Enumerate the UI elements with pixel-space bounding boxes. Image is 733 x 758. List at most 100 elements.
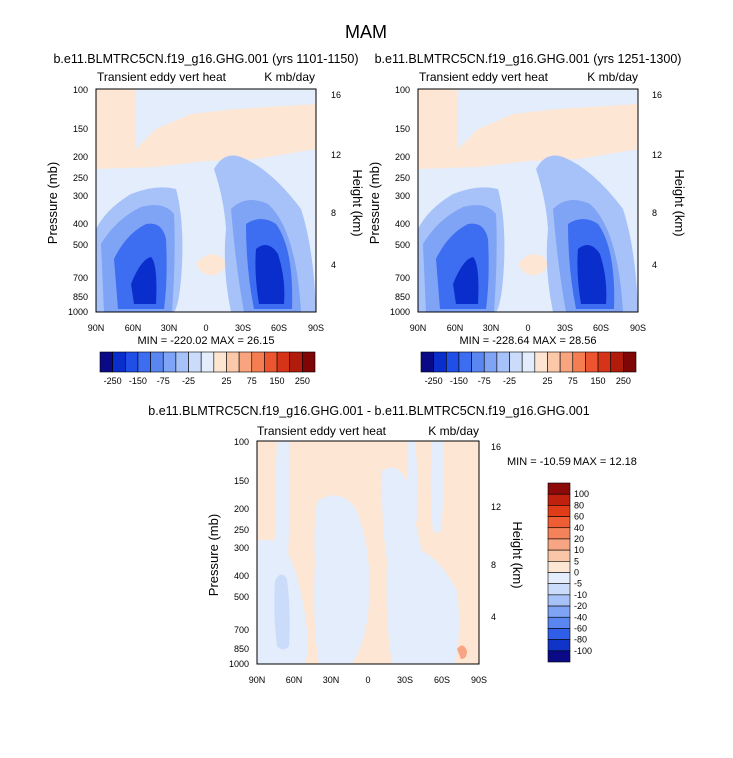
panel-3-stats-max: MAX = 12.18	[573, 456, 637, 468]
colorbar-box	[547, 493, 571, 506]
colorbar-label: -75	[478, 376, 491, 386]
y-tick-label: 700	[73, 273, 88, 283]
colorbar-label: -25	[503, 376, 516, 386]
colorbar-label: 25	[221, 376, 231, 386]
x-tick-label: 90N	[410, 323, 427, 333]
y-tick-label: 850	[73, 292, 88, 302]
x-tick-label: 30S	[557, 323, 573, 333]
colorbar-box	[547, 594, 571, 607]
colorbar-box	[547, 605, 571, 618]
colorbar-box	[226, 351, 240, 373]
colorbar-box	[124, 351, 139, 373]
panel-2-y-ticks-right: 16 12 8 4	[652, 90, 662, 270]
x-tick-label: 90N	[249, 675, 266, 685]
x-tick-label: 90S	[308, 323, 324, 333]
x-tick-label: 60N	[125, 323, 142, 333]
panel-1-plot-area	[96, 89, 316, 312]
panel-3-right-label: K mb/day	[428, 424, 479, 438]
y-tick-right-label: 8	[652, 208, 657, 218]
x-tick-label: 0	[525, 323, 530, 333]
colorbar-box	[547, 538, 571, 551]
panel-2: b.e11.BLMTRC5CN.f19_g16.GHG.001 (yrs 125…	[367, 52, 687, 347]
colorbar-box	[200, 351, 215, 373]
x-tick-label: 60S	[593, 323, 609, 333]
x-tick-label: 0	[365, 675, 370, 685]
y-tick-label: 100	[395, 85, 410, 95]
panel-3-cool-strip-2	[407, 441, 418, 521]
x-tick-label: 30N	[161, 323, 178, 333]
panel-2-stats: MIN = -228.64 MAX = 28.56	[460, 335, 597, 347]
panel-3-ylabel: Pressure (mb)	[206, 514, 221, 596]
y-tick-label: 850	[395, 292, 410, 302]
colorbar-box	[188, 351, 202, 373]
colorbar-box	[534, 351, 548, 373]
y-tick-label: 1000	[68, 307, 88, 317]
y-tick-label: 300	[73, 191, 88, 201]
figure-title: MAM	[345, 22, 387, 42]
colorbar-box	[238, 351, 253, 373]
colorbar-label: -150	[450, 376, 468, 386]
panel-2-sh-jet-core	[577, 245, 607, 304]
panel-1-y-ticks: 100 150 200 250 300 400 500 700 850 1000	[68, 85, 88, 317]
panel-3-title: b.e11.BLMTRC5CN.f19_g16.GHG.001 - b.e11.…	[148, 404, 589, 418]
colorbar-box	[547, 549, 571, 562]
panel-1-title: b.e11.BLMTRC5CN.f19_g16.GHG.001 (yrs 110…	[53, 52, 358, 66]
y-tick-right-label: 8	[331, 208, 336, 218]
panel-2-nh-jet-core	[453, 257, 479, 304]
colorbar-label: 0	[574, 568, 579, 578]
y-tick-right-label: 16	[491, 442, 501, 452]
y-tick-right-label: 4	[331, 260, 336, 270]
panel-3-x-ticks: 90N 60N 30N 0 30S 60S 90S	[249, 675, 487, 685]
panel-3: b.e11.BLMTRC5CN.f19_g16.GHG.001 - b.e11.…	[148, 404, 637, 685]
y-tick-label: 150	[73, 124, 88, 134]
colorbar-label: 20	[574, 534, 584, 544]
colorbar-label: 250	[295, 376, 310, 386]
colorbar-box	[547, 639, 571, 652]
colorbar-label: 25	[542, 376, 552, 386]
y-tick-label: 1000	[229, 659, 249, 669]
colorbar-box	[597, 351, 612, 373]
y-tick-label: 400	[73, 219, 88, 229]
x-tick-label: 30S	[397, 675, 413, 685]
colorbar-box	[547, 650, 571, 663]
y-tick-label: 700	[395, 273, 410, 283]
panel-3-ylabel-right: Height (km)	[510, 521, 525, 588]
y-tick-label: 400	[395, 219, 410, 229]
panel-3-y-ticks: 100 150 200 250 300 400 500 700 850 1000	[229, 437, 249, 669]
panel-1-frame	[95, 88, 317, 313]
x-tick-label: 60S	[434, 675, 450, 685]
y-tick-label: 100	[234, 437, 249, 447]
x-tick-label: 60N	[447, 323, 464, 333]
panel-3-left-label: Transient eddy vert heat	[257, 424, 387, 438]
y-tick-right-label: 4	[491, 612, 496, 622]
panel-3-cool-region-center	[314, 495, 370, 664]
y-tick-label: 200	[73, 152, 88, 162]
colorbar-box	[289, 351, 303, 373]
y-tick-label: 500	[395, 240, 410, 250]
colorbar-box	[150, 351, 164, 373]
colorbar-label: -60	[574, 623, 587, 633]
panel-3-cool-core	[274, 574, 290, 650]
y-tick-right-label: 12	[491, 502, 501, 512]
x-tick-label: 90S	[471, 675, 487, 685]
y-tick-label: 300	[395, 191, 410, 201]
colorbar-top-right: -250 -150 -75 -25 25 75 150 250	[420, 351, 637, 386]
panel-2-warm-stratosphere	[418, 89, 638, 169]
panel-2-frame	[417, 88, 639, 313]
colorbar-label: -25	[182, 376, 195, 386]
colorbar-box	[483, 351, 498, 373]
panel-3-cool-strip-3	[430, 441, 444, 533]
colorbar-label: 100	[574, 489, 589, 499]
colorbar-box	[175, 351, 189, 373]
panel-2-title: b.e11.BLMTRC5CN.f19_g16.GHG.001 (yrs 125…	[375, 52, 682, 66]
panel-1-y-ticks-right: 16 12 8 4	[331, 90, 341, 270]
colorbar-box	[264, 351, 278, 373]
y-tick-right-label: 16	[331, 90, 341, 100]
panel-2-y-ticks: 100 150 200 250 300 400 500 700 850 1000	[390, 85, 410, 317]
colorbar-box	[547, 482, 571, 495]
colorbar-box	[547, 583, 571, 596]
panel-3-y-ticks-right: 16 12 8 4	[491, 442, 501, 622]
colorbar-label: -40	[574, 612, 587, 622]
y-tick-right-label: 8	[491, 560, 496, 570]
